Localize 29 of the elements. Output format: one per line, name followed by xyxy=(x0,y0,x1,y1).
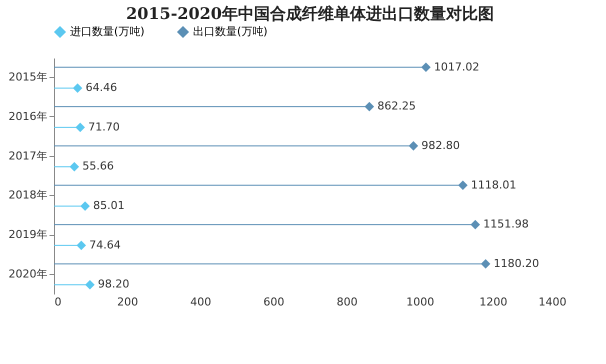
y-tick-label: 2017年 xyxy=(8,149,48,162)
x-tick-label: 1400 xyxy=(538,296,566,308)
y-tick-label: 2018年 xyxy=(8,188,48,202)
y-tick-label: 2015年 xyxy=(8,70,48,84)
data-label: 1151.98 xyxy=(483,218,529,231)
x-tick-label: 1200 xyxy=(479,296,508,308)
x-tick-label: 400 xyxy=(190,296,212,308)
y-tick-label: 2016年 xyxy=(8,110,48,123)
x-tick-label: 600 xyxy=(263,296,284,308)
legend-label: 进口数量(万吨) xyxy=(70,25,145,38)
data-label: 1180.20 xyxy=(494,256,540,270)
x-tick-label: 0 xyxy=(54,296,62,308)
data-label: 74.64 xyxy=(89,238,121,252)
data-label: 98.20 xyxy=(98,278,130,291)
data-label: 1118.01 xyxy=(470,178,516,192)
y-tick-label: 2019年 xyxy=(8,228,48,241)
chart-title: 2015-2020年中国合成纤维单体进出口数量对比图 xyxy=(126,4,494,23)
legend-label: 出口数量(万吨) xyxy=(193,25,268,38)
data-label: 71.70 xyxy=(88,120,120,134)
x-tick-label: 1000 xyxy=(406,296,434,308)
data-label: 64.46 xyxy=(86,81,118,94)
x-tick-label: 800 xyxy=(336,296,358,308)
data-label: 1017.02 xyxy=(434,60,480,74)
y-tick-label: 2020年 xyxy=(8,267,48,280)
data-label: 55.66 xyxy=(82,160,114,173)
data-label: 862.25 xyxy=(377,100,416,113)
data-label: 85.01 xyxy=(93,199,125,212)
data-label: 982.80 xyxy=(421,138,460,152)
x-tick-label: 200 xyxy=(117,296,138,308)
